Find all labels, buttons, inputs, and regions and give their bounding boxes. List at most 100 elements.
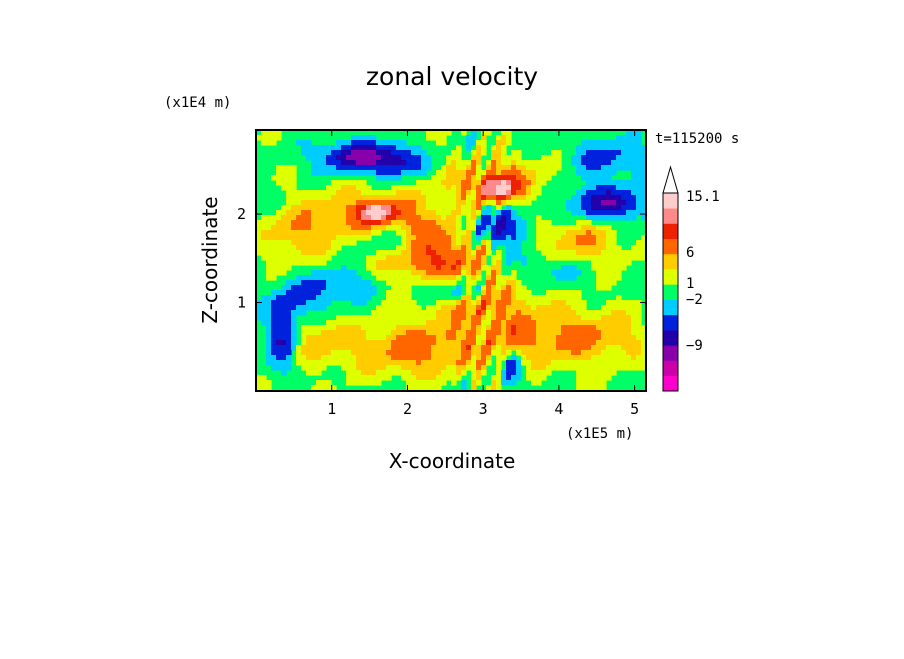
field-cell: [506, 245, 512, 251]
field-cell: [401, 210, 407, 216]
field-cell: [576, 160, 582, 166]
field-cell: [351, 280, 357, 286]
field-cell: [401, 230, 407, 236]
field-cell: [316, 355, 322, 361]
field-cell: [256, 225, 262, 231]
field-cell: [441, 245, 447, 251]
field-cell: [611, 320, 617, 326]
field-cell: [261, 140, 267, 146]
field-cell: [496, 300, 502, 306]
field-cell: [591, 165, 597, 171]
field-cell: [336, 240, 342, 246]
field-cell: [271, 335, 277, 341]
field-cell: [426, 245, 432, 251]
field-cell: [526, 370, 532, 376]
field-cell: [301, 150, 307, 156]
field-cell: [366, 340, 372, 346]
field-cell: [401, 335, 407, 341]
field-cell: [506, 220, 512, 226]
field-cell: [636, 360, 642, 366]
field-cell: [371, 335, 377, 341]
field-cell: [561, 250, 567, 256]
field-cell: [516, 180, 522, 186]
field-cell: [371, 310, 377, 316]
field-cell: [501, 145, 507, 151]
field-cell: [601, 170, 607, 176]
field-cell: [326, 295, 332, 301]
field-cell: [366, 260, 372, 266]
field-cell: [416, 325, 422, 331]
field-cell: [606, 180, 612, 186]
field-cell: [631, 200, 637, 206]
field-cell: [316, 330, 322, 336]
field-cell: [336, 185, 342, 191]
field-cell: [631, 310, 637, 316]
field-cell: [266, 220, 272, 226]
field-cell: [381, 340, 387, 346]
field-cell: [421, 200, 427, 206]
field-cell: [341, 185, 347, 191]
field-cell: [376, 230, 382, 236]
field-cell: [591, 340, 597, 346]
field-cell: [446, 245, 452, 251]
field-cell: [291, 290, 297, 296]
field-cell: [561, 365, 567, 371]
field-cell: [456, 165, 462, 171]
colorbar-label: −2: [686, 292, 703, 308]
field-cell: [316, 145, 322, 151]
field-cell: [491, 380, 497, 386]
field-cell: [376, 375, 382, 381]
field-cell: [476, 175, 482, 181]
field-cell: [576, 385, 582, 391]
field-cell: [356, 290, 362, 296]
field-cell: [626, 335, 632, 341]
field-cell: [416, 215, 422, 221]
field-cell: [606, 210, 612, 216]
field-cell: [281, 350, 287, 356]
field-cell: [436, 315, 442, 321]
field-cell: [581, 350, 587, 356]
field-cell: [441, 240, 447, 246]
field-cell: [291, 315, 297, 321]
field-cell: [326, 245, 332, 251]
field-cell: [506, 140, 512, 146]
field-cell: [481, 330, 487, 336]
field-cell: [481, 320, 487, 326]
field-cell: [266, 265, 272, 271]
field-cell: [606, 230, 612, 236]
field-cell: [311, 205, 317, 211]
field-cell: [491, 230, 497, 236]
field-cell: [301, 190, 307, 196]
field-cell: [286, 240, 292, 246]
field-cell: [456, 325, 462, 331]
field-cell: [296, 235, 302, 241]
field-cell: [326, 325, 332, 331]
field-cell: [281, 205, 287, 211]
field-cell: [551, 225, 557, 231]
field-cell: [356, 235, 362, 241]
field-cell: [456, 160, 462, 166]
field-cell: [261, 235, 267, 241]
field-cell: [401, 290, 407, 296]
field-cell: [491, 290, 497, 296]
field-cell: [606, 160, 612, 166]
field-cell: [376, 270, 382, 276]
field-cell: [521, 260, 527, 266]
field-cell: [351, 335, 357, 341]
field-cell: [426, 155, 432, 161]
field-cell: [546, 225, 552, 231]
field-cell: [396, 370, 402, 376]
field-cell: [506, 170, 512, 176]
field-cell: [366, 315, 372, 321]
field-cell: [376, 380, 382, 386]
field-cell: [481, 290, 487, 296]
field-cell: [356, 220, 362, 226]
field-cell: [341, 180, 347, 186]
chart-title: zonal velocity: [366, 62, 538, 91]
field-cell: [586, 340, 592, 346]
field-cell: [366, 145, 372, 151]
field-cell: [346, 225, 352, 231]
field-cell: [526, 195, 532, 201]
field-cell: [456, 230, 462, 236]
field-cell: [621, 205, 627, 211]
